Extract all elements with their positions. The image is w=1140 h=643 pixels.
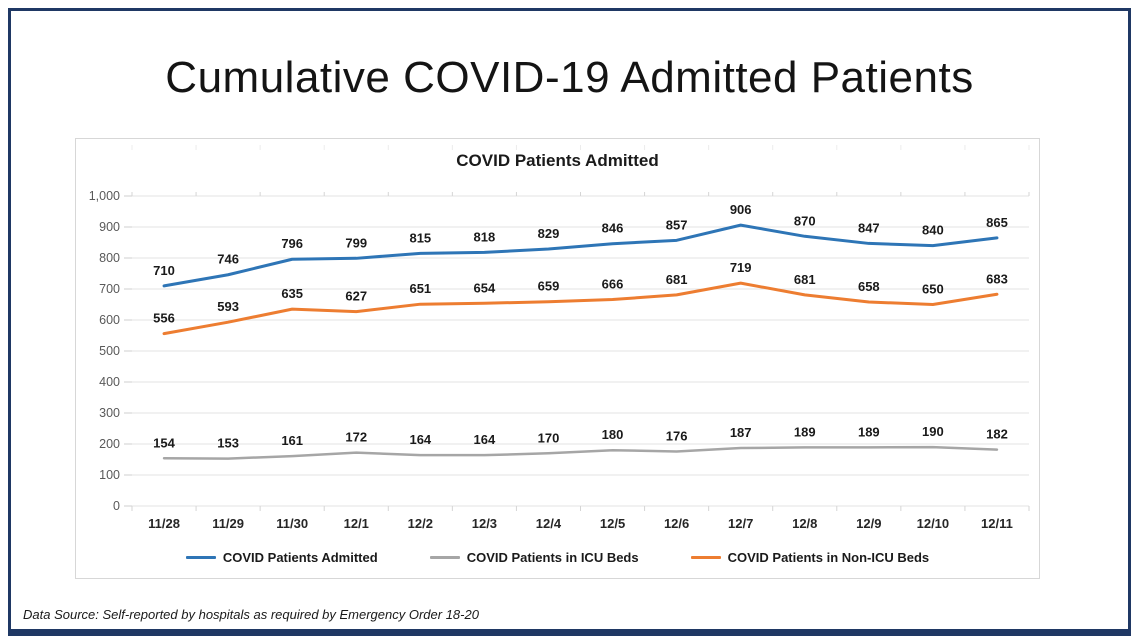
- data-label: 847: [858, 220, 880, 235]
- data-label: 190: [922, 424, 944, 439]
- x-axis-label: 12/4: [536, 516, 562, 531]
- data-label: 710: [153, 263, 175, 278]
- chart-legend: COVID Patients Admitted COVID Patients in…: [76, 550, 1039, 565]
- legend-item: COVID Patients in Non-ICU Beds: [690, 550, 930, 565]
- line-chart: 0 100 200 300 400 500 600 700 800 900 1,000 11/28 11…: [89, 145, 1030, 531]
- data-label: 818: [474, 229, 496, 244]
- data-label: 170: [538, 430, 560, 445]
- data-label: 681: [666, 272, 688, 287]
- x-axis-label: 12/1: [344, 516, 369, 531]
- legend-label: COVID Patients Admitted: [222, 550, 378, 565]
- data-label: 180: [602, 427, 624, 442]
- data-label: 865: [986, 215, 1008, 230]
- y-axis-label: 300: [99, 406, 120, 420]
- x-axis-label: 12/3: [472, 516, 497, 531]
- series-line: [162, 445, 999, 460]
- page-title: Cumulative COVID-19 Admitted Patients: [165, 53, 974, 102]
- data-label: 846: [602, 221, 624, 236]
- chart-container: COVID Patients Admitted 0 100 200 300 400 500…: [75, 138, 1040, 579]
- data-label: 683: [986, 271, 1008, 286]
- x-axis-label: 12/9: [856, 516, 881, 531]
- data-label: 746: [217, 252, 239, 267]
- x-axis-label: 11/28: [148, 516, 180, 531]
- x-axis-label: 12/5: [600, 516, 625, 531]
- legend-item: COVID Patients in ICU Beds: [429, 550, 639, 565]
- data-label: 635: [281, 286, 303, 301]
- x-axis-label: 12/10: [917, 516, 950, 531]
- legend-item: COVID Patients Admitted: [185, 550, 378, 565]
- data-label: 906: [730, 202, 752, 217]
- data-label: 172: [345, 430, 367, 445]
- x-axis-label: 12/8: [792, 516, 817, 531]
- legend-label: COVID Patients in ICU Beds: [466, 550, 639, 565]
- data-label: 870: [794, 213, 816, 228]
- legend-line-swatch: [185, 556, 216, 559]
- data-label: 164: [409, 432, 431, 447]
- y-axis-label: 1,000: [89, 189, 120, 203]
- data-label: 153: [217, 436, 239, 451]
- y-axis-label: 200: [99, 437, 120, 451]
- data-label: 176: [666, 428, 688, 443]
- data-label: 799: [345, 235, 367, 250]
- x-axis-label: 12/6: [664, 516, 689, 531]
- data-label: 857: [666, 217, 688, 232]
- legend-line-swatch: [429, 556, 460, 559]
- y-axis-label: 500: [99, 344, 120, 358]
- data-label: 189: [858, 424, 880, 439]
- x-axis-label: 12/7: [728, 516, 753, 531]
- x-axis-label: 12/2: [408, 516, 433, 531]
- data-label: 187: [730, 425, 752, 440]
- data-label: 651: [409, 281, 431, 296]
- y-axis-label: 900: [99, 220, 120, 234]
- data-label: 829: [538, 226, 560, 241]
- data-label: 840: [922, 223, 944, 238]
- y-axis-label: 400: [99, 375, 120, 389]
- series-line: [162, 223, 999, 288]
- data-label: 593: [217, 299, 239, 314]
- x-axis-label: 12/11: [981, 516, 1013, 531]
- data-label: 556: [153, 311, 175, 326]
- data-label: 666: [602, 277, 624, 292]
- data-label: 154: [153, 435, 175, 450]
- data-label: 719: [730, 260, 752, 275]
- data-label: 796: [281, 236, 303, 251]
- data-label: 659: [538, 279, 560, 294]
- data-source-note: Data Source: Self-reported by hospitals …: [23, 607, 479, 622]
- x-axis-label: 11/29: [212, 516, 244, 531]
- data-label: 654: [474, 280, 496, 295]
- data-label: 681: [794, 272, 816, 287]
- series-line: [162, 281, 999, 336]
- data-label: 650: [922, 282, 944, 297]
- data-label: 658: [858, 279, 880, 294]
- legend-label: COVID Patients in Non-ICU Beds: [727, 550, 930, 565]
- data-label: 815: [409, 230, 431, 245]
- legend-line-swatch: [690, 556, 721, 559]
- data-label: 182: [986, 427, 1008, 442]
- x-axis-label: 11/30: [276, 516, 308, 531]
- y-axis-label: 700: [99, 282, 120, 296]
- data-label: 161: [281, 433, 303, 448]
- y-axis-label: 100: [99, 468, 120, 482]
- slide: Cumulative COVID-19 Admitted Patients CO…: [8, 8, 1131, 636]
- y-axis-label: 800: [99, 251, 120, 265]
- data-label: 627: [345, 289, 367, 304]
- y-axis-label: 600: [99, 313, 120, 327]
- y-axis-label: 0: [113, 499, 120, 513]
- chart-title: COVID Patients Admitted: [456, 151, 659, 170]
- data-label: 189: [794, 424, 816, 439]
- data-label: 164: [474, 432, 496, 447]
